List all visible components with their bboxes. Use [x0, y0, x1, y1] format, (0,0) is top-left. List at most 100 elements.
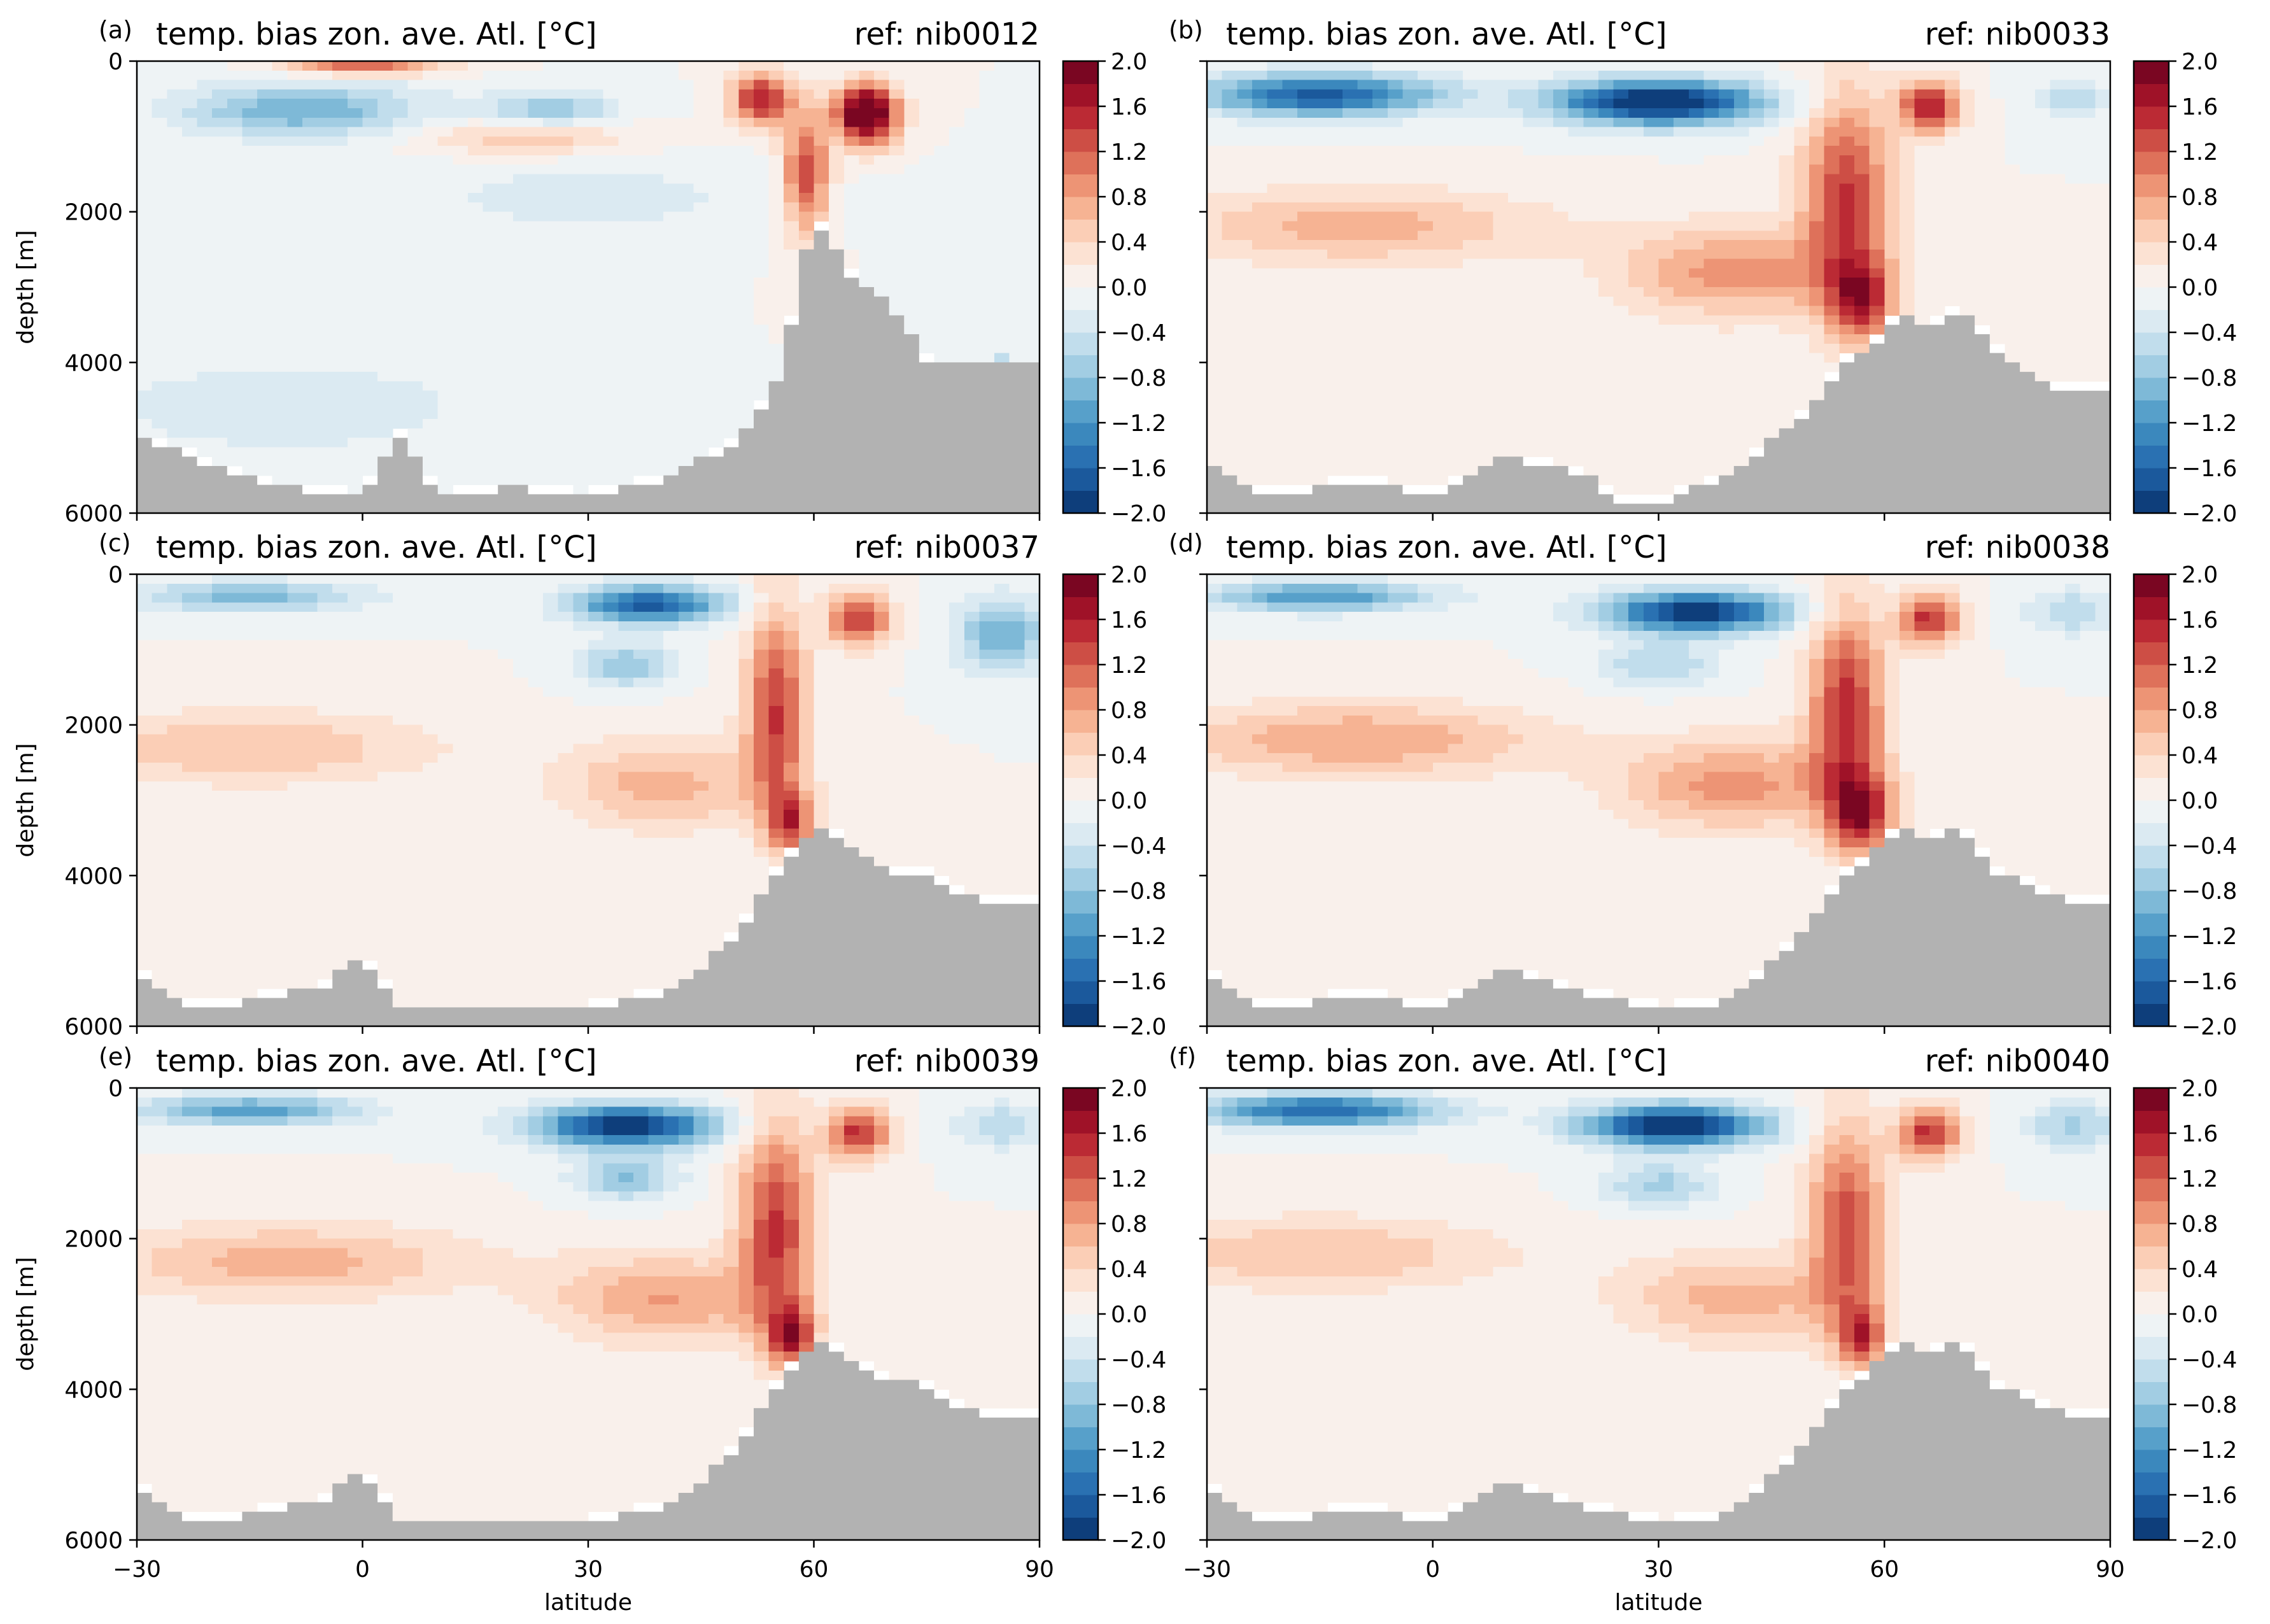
heatmap-cell: [1207, 164, 1223, 175]
heatmap-cell: [994, 146, 1010, 156]
heatmap-cell: [1628, 466, 1644, 476]
heatmap-cell: [483, 89, 498, 99]
heatmap-cell: [618, 108, 634, 118]
heatmap-cell: [512, 419, 528, 429]
heatmap-cell: [1854, 230, 1870, 241]
heatmap-cell: [1959, 99, 1975, 109]
heatmap-cell: [1523, 89, 1539, 99]
heatmap-cell: [798, 146, 815, 156]
heatmap-cell: [603, 409, 619, 420]
heatmap-cell: [1342, 193, 1358, 203]
heatmap-cell: [1357, 99, 1373, 109]
heatmap-cell: [1839, 306, 1855, 316]
heatmap-cell: [332, 278, 348, 288]
heatmap-cell: [2095, 353, 2111, 363]
heatmap-cell: [2080, 258, 2096, 269]
heatmap-cell: [2065, 334, 2081, 344]
heatmap-cell: [347, 117, 363, 128]
heatmap-cell: [1342, 296, 1358, 307]
heatmap-cell: [1402, 278, 1418, 288]
heatmap-cell: [167, 687, 183, 697]
heatmap-cell: [2050, 155, 2066, 166]
heatmap-cell: [1719, 80, 1735, 90]
heatmap-cell: [934, 164, 950, 175]
heatmap-cell: [1703, 240, 1719, 250]
heatmap-cell: [1628, 211, 1644, 222]
heatmap-cell: [2050, 70, 2066, 81]
heatmap-cell: [1538, 249, 1554, 260]
heatmap-cell: [377, 193, 393, 203]
bathymetry-mask: [137, 230, 1040, 513]
heatmap-cell: [1402, 419, 1418, 429]
heatmap-cell: [2005, 193, 2020, 203]
heatmap-cell: [257, 334, 273, 344]
heatmap-cell: [1312, 211, 1328, 222]
heatmap-cell: [1009, 146, 1025, 156]
heatmap-cell: [1252, 296, 1268, 307]
heatmap-cell: [708, 296, 724, 307]
heatmap-cell: [1297, 193, 1313, 203]
heatmap-cell: [1583, 334, 1599, 344]
heatmap-cell: [1418, 99, 1434, 109]
colorbar-tick-label: −1.2: [1111, 411, 1166, 437]
heatmap-cell: [2065, 202, 2081, 213]
heatmap-cell: [528, 306, 544, 316]
heatmap-cell: [1779, 117, 1794, 128]
heatmap-cell: [1643, 146, 1660, 156]
heatmap-cell: [558, 362, 574, 372]
heatmap-cell: [1418, 230, 1434, 241]
heatmap-cell: [1914, 174, 1930, 184]
heatmap-cell: [197, 649, 213, 660]
heatmap-cell: [152, 950, 167, 961]
heatmap-cell: [1357, 230, 1373, 241]
heatmap-cell: [197, 353, 213, 363]
heatmap-cell: [2050, 89, 2066, 99]
heatmap-cell: [1207, 381, 1223, 392]
heatmap-cell: [1989, 155, 2005, 166]
heatmap-cell: [1024, 278, 1040, 288]
heatmap-cell: [1553, 230, 1569, 241]
heatmap-cell: [859, 61, 875, 71]
heatmap-cell: [362, 164, 378, 175]
heatmap-cell: [302, 325, 318, 335]
heatmap-cell: [708, 428, 724, 439]
heatmap-cell: [242, 80, 258, 90]
heatmap-cell: [197, 343, 213, 354]
heatmap-cell: [212, 221, 228, 231]
heatmap-cell: [1899, 287, 1915, 297]
heatmap-cell: [693, 447, 709, 457]
heatmap-cell: [829, 202, 845, 213]
heatmap-cell: [543, 117, 559, 128]
heatmap-cell: [1372, 437, 1388, 448]
heatmap-cell: [392, 343, 408, 354]
heatmap-cell: [558, 146, 574, 156]
heatmap-cell: [1402, 99, 1418, 109]
heatmap-cell: [137, 762, 153, 773]
heatmap-cell: [1688, 258, 1704, 269]
heatmap-cell: [768, 353, 784, 363]
heatmap-cell: [467, 146, 484, 156]
heatmap-cell: [392, 127, 408, 137]
heatmap-cell: [784, 230, 800, 241]
heatmap-cell: [212, 117, 228, 128]
heatmap-cell: [843, 127, 859, 137]
heatmap-cell: [1749, 183, 1765, 194]
heatmap-cell: [1553, 211, 1569, 222]
heatmap-cell: [2050, 211, 2066, 222]
heatmap-cell: [1703, 164, 1719, 175]
heatmap-cell: [347, 146, 363, 156]
heatmap-cell: [181, 640, 198, 650]
heatmap-cell: [934, 155, 950, 166]
heatmap-cell: [302, 362, 318, 372]
heatmap-cell: [678, 164, 694, 175]
heatmap-cell: [167, 734, 183, 744]
heatmap-cell: [167, 847, 183, 858]
heatmap-cell: [934, 146, 950, 156]
heatmap-cell: [994, 174, 1010, 184]
heatmap-cell: [618, 353, 634, 363]
heatmap-cell: [1372, 456, 1388, 467]
heatmap-cell: [663, 80, 679, 90]
heatmap-cell: [1688, 183, 1704, 194]
heatmap-cell: [152, 762, 167, 773]
heatmap-cell: [437, 334, 453, 344]
